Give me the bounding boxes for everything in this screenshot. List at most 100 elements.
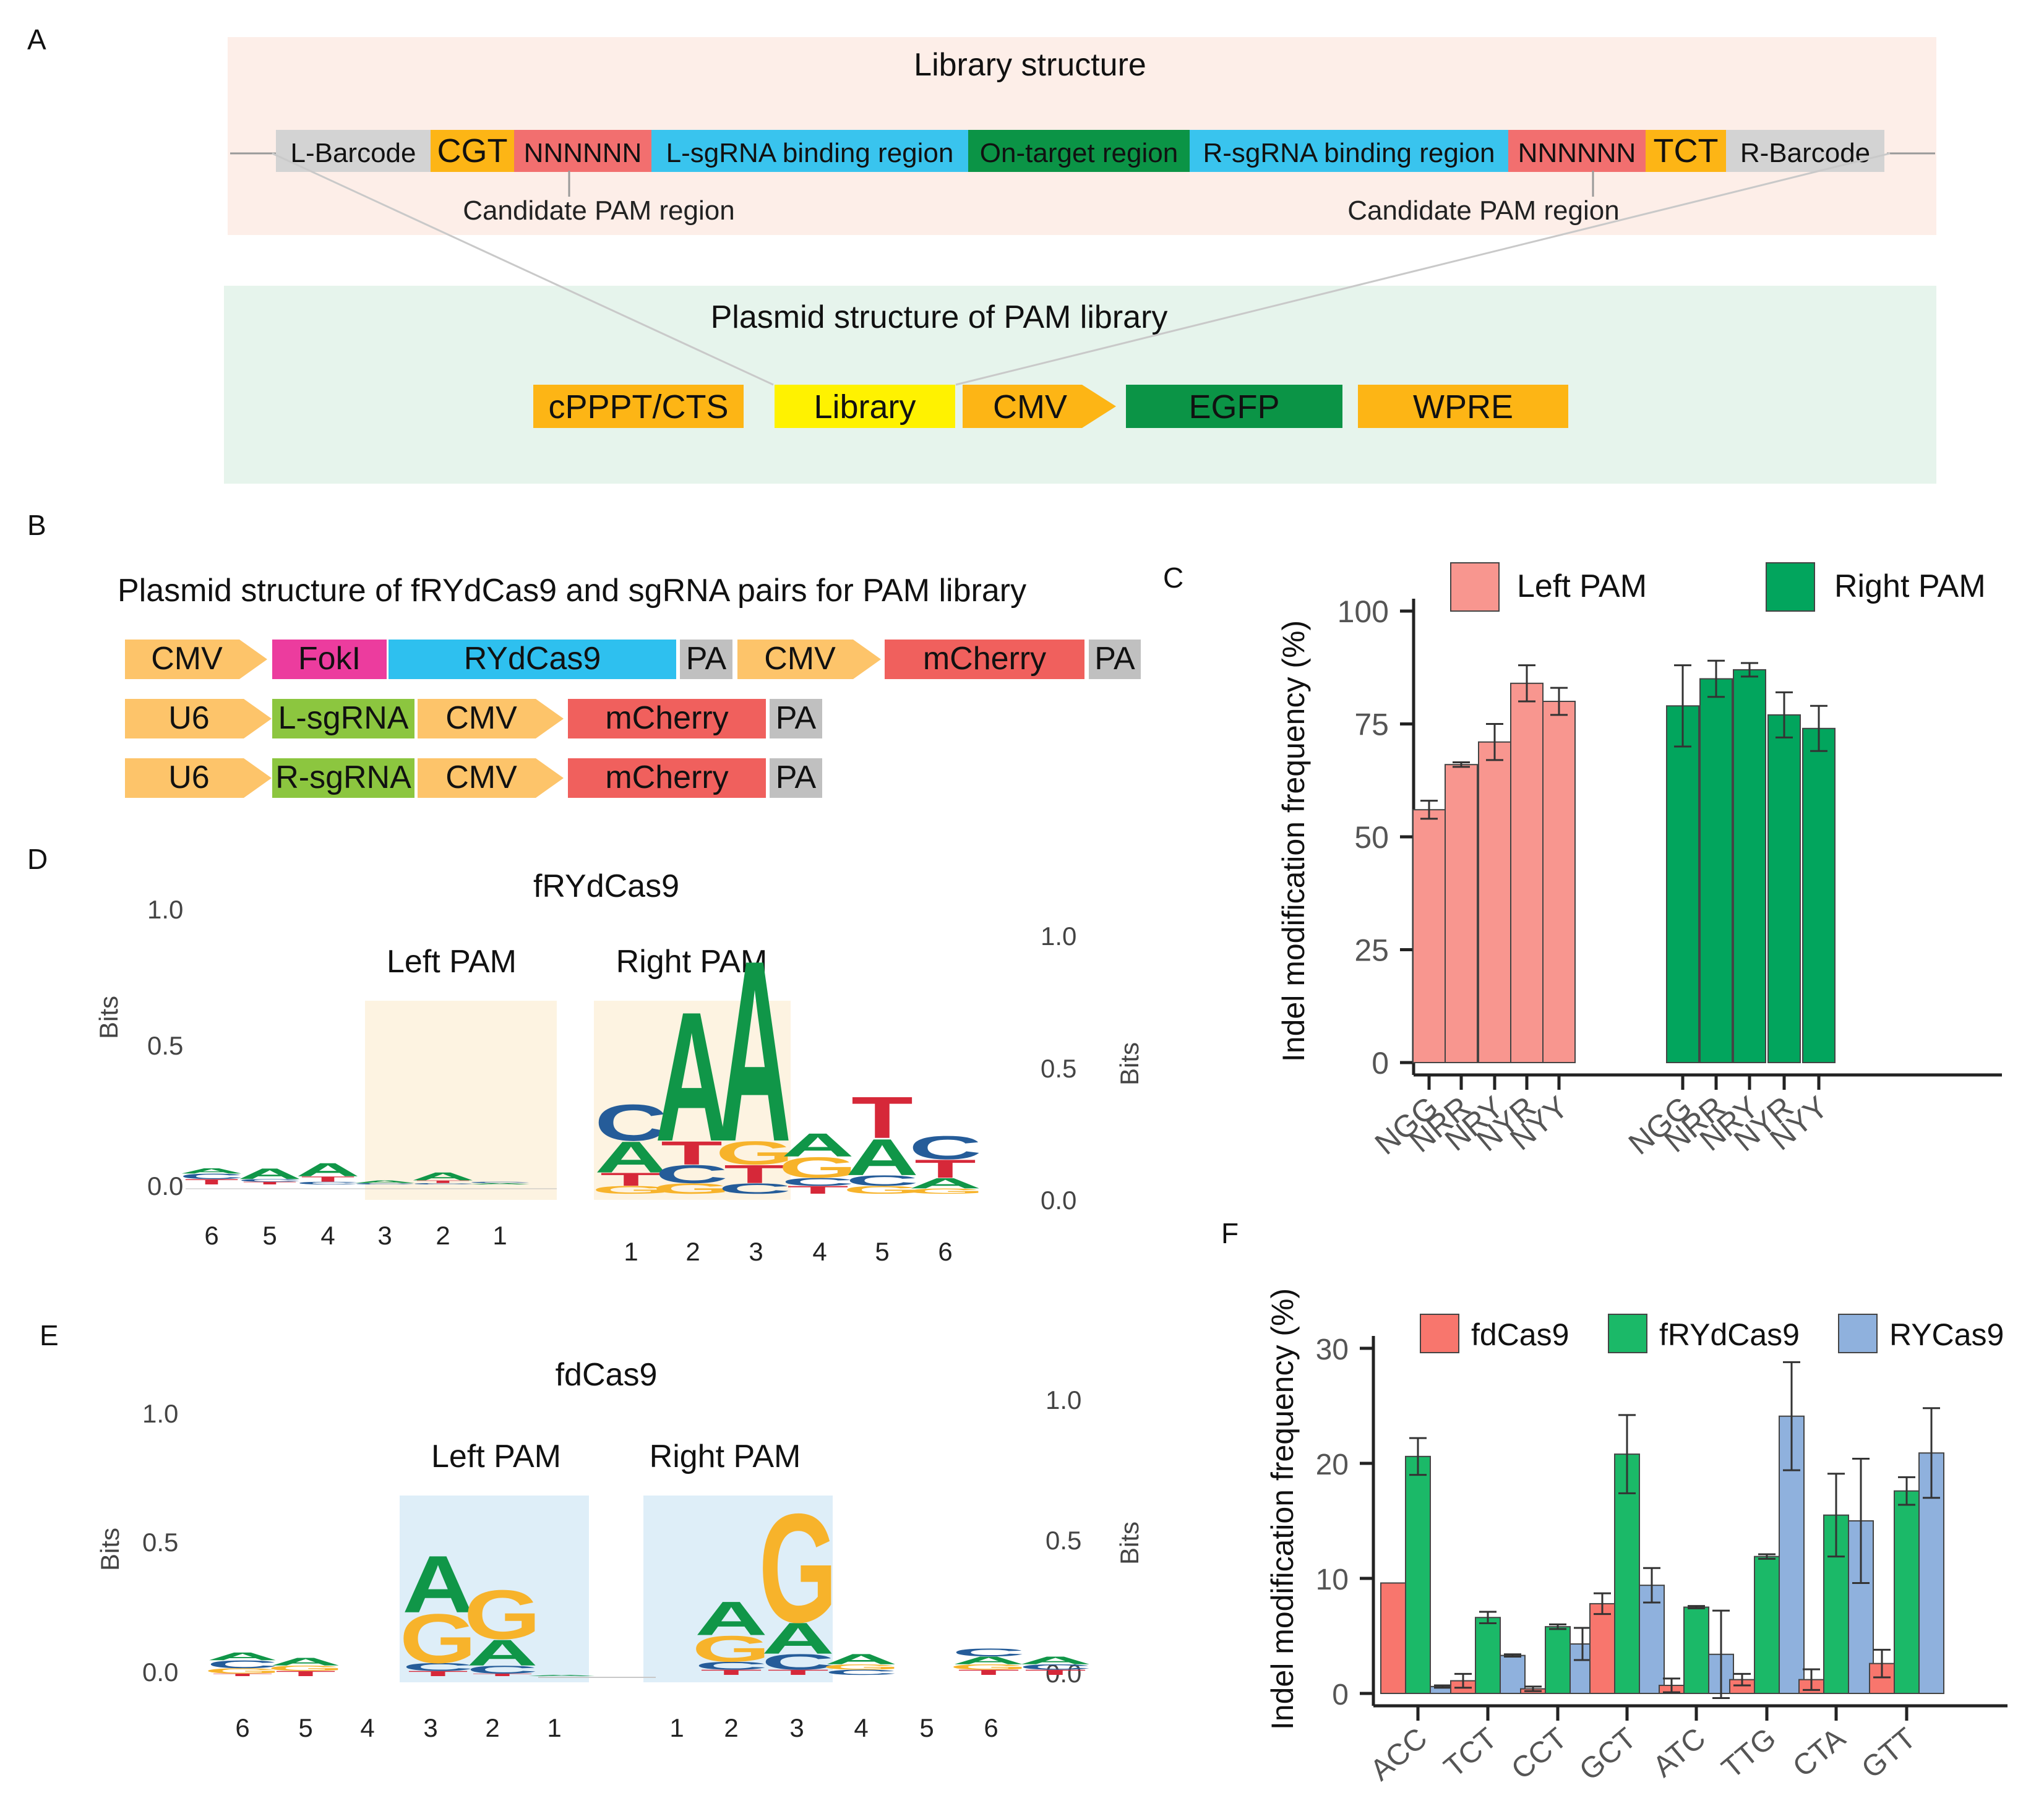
construct-segment — [680, 640, 732, 679]
legend-label: fRYdCas9 — [1659, 1317, 1800, 1352]
f-plot: 0 10 20 30 ACC TCT CCT GCT ATC TTG CTA GTT — [1316, 1333, 2008, 1787]
position-label: 3 — [749, 1237, 763, 1266]
y-tick-label: 30 — [1316, 1333, 1349, 1366]
plasmid-segment-label: EGFP — [1188, 388, 1279, 426]
f-ylabel: Indel modification frequency (%) — [1265, 1288, 1300, 1730]
logo-letter: A — [238, 1165, 302, 1182]
position-label: 5 — [875, 1237, 889, 1266]
legend-label: RYCas9 — [1889, 1317, 2004, 1352]
position-label: 2 — [436, 1221, 450, 1250]
logo-letter: A — [718, 907, 791, 1196]
c-legend: Left PAM Right PAM — [1450, 562, 1986, 612]
x-tick-label: TCT — [1438, 1722, 1504, 1784]
logo-letter: A — [402, 1539, 474, 1630]
logo-letter: A — [846, 1129, 919, 1186]
legend-swatch — [1838, 1314, 1878, 1353]
e-ylabel-right: Bits — [1115, 1521, 1144, 1565]
library-segment-label: On-target region — [980, 138, 1178, 168]
plasmid-segment-label: WPRE — [1413, 388, 1513, 426]
d-ytick-left-05: 0.5 — [147, 1031, 183, 1060]
bar — [1412, 809, 1446, 1063]
construct-arrow — [125, 758, 272, 798]
logo-letter: G — [906, 1187, 984, 1195]
logo-letter: T — [661, 1134, 723, 1171]
logo-letter: C — [762, 1650, 835, 1674]
position-label: 4 — [320, 1221, 335, 1250]
logo-letter: G — [949, 1663, 1028, 1671]
logo-letter: C — [466, 1664, 538, 1676]
logo-letter: C — [402, 1661, 474, 1673]
position-label: 5 — [298, 1713, 312, 1742]
position-label: 2 — [485, 1713, 499, 1742]
logo-letter: C — [353, 1183, 417, 1184]
d-left-pam-label: Left PAM — [387, 944, 517, 980]
construct-segment — [770, 758, 822, 798]
logo-letter: T — [600, 1169, 662, 1189]
position-label: 4 — [854, 1713, 868, 1742]
e-right-positions: 1 2 3 4 5 6 — [669, 1713, 998, 1742]
y-tick-label: 0 — [1372, 1046, 1389, 1081]
construct-label: CMV — [445, 760, 517, 795]
construct-arrow — [737, 640, 881, 679]
logo-letter: A — [952, 1654, 1025, 1667]
plasmid-segment — [1126, 385, 1342, 428]
library-segment — [1726, 130, 1884, 172]
construct-label: PA — [776, 760, 817, 795]
library-segment — [1190, 130, 1508, 172]
logo-letter: G — [692, 1628, 770, 1670]
logo-letter: G — [400, 1599, 476, 1678]
logo-letter: A — [781, 1126, 854, 1163]
library-segment — [651, 130, 968, 172]
library-segment — [276, 130, 431, 172]
construct-label: CMV — [445, 700, 517, 736]
e-ytick-right-1: 1.0 — [1046, 1385, 1081, 1414]
logo-letter: T — [243, 1181, 297, 1186]
panel-label-b: B — [27, 509, 46, 541]
library-segment-label: NNNNNN — [524, 138, 642, 168]
bar — [1754, 1556, 1780, 1694]
panel-d: fRYdCas9 Left PAM Right PAM 1.0 0.5 0.0 … — [94, 868, 1144, 1266]
library-segment-label: L-sgRNA binding region — [666, 138, 954, 168]
construct-label: FokI — [298, 641, 361, 677]
bar — [1589, 1603, 1615, 1694]
panel-b-title: Plasmid structure of fRYdCas9 and sgRNA … — [118, 573, 1026, 609]
bar — [1767, 714, 1801, 1063]
zoom-line-left — [272, 152, 774, 386]
construct-segment — [389, 640, 676, 679]
e-ytick-right-05: 0.5 — [1046, 1526, 1081, 1555]
panel-c-chart: Indel modification frequency (%) Left PA… — [1276, 562, 2002, 1162]
logo-letter: A — [762, 1614, 835, 1663]
logo-letter: C — [296, 1181, 360, 1186]
d-ylabel-left: Bits — [94, 996, 123, 1039]
d-ylabel-right: Bits — [1115, 1042, 1144, 1085]
library-structure-title: Library structure — [914, 47, 1146, 83]
logo-letter: C — [207, 1658, 278, 1671]
e-right-pam-label: Right PAM — [650, 1439, 801, 1474]
construct-label: mCherry — [923, 641, 1046, 677]
construct-segment — [568, 699, 766, 738]
construct-segment — [272, 699, 414, 738]
construct-segment — [885, 640, 1084, 679]
logo-letter: C — [825, 1668, 898, 1676]
logo-letter: C — [781, 1176, 854, 1188]
position-label: 2 — [724, 1713, 738, 1742]
logo-letter: A — [695, 1592, 768, 1646]
logo-letter: T — [787, 1184, 849, 1196]
construct-segment — [770, 699, 822, 738]
y-tick-label: 0 — [1332, 1679, 1349, 1711]
x-tick-label: CCT — [1505, 1722, 1573, 1786]
legend-label: Right PAM — [1834, 568, 1986, 604]
construct-segment — [272, 640, 387, 679]
position-label: 6 — [984, 1713, 998, 1742]
logo-letter: A — [296, 1159, 359, 1180]
plasmid-segment-label: CMV — [993, 388, 1067, 426]
library-segment — [968, 130, 1190, 172]
construct-label: R-sgRNA — [275, 760, 411, 795]
construct-arrow — [125, 699, 272, 738]
plasmid-segment — [775, 385, 955, 428]
legend-label: Left PAM — [1517, 568, 1647, 604]
